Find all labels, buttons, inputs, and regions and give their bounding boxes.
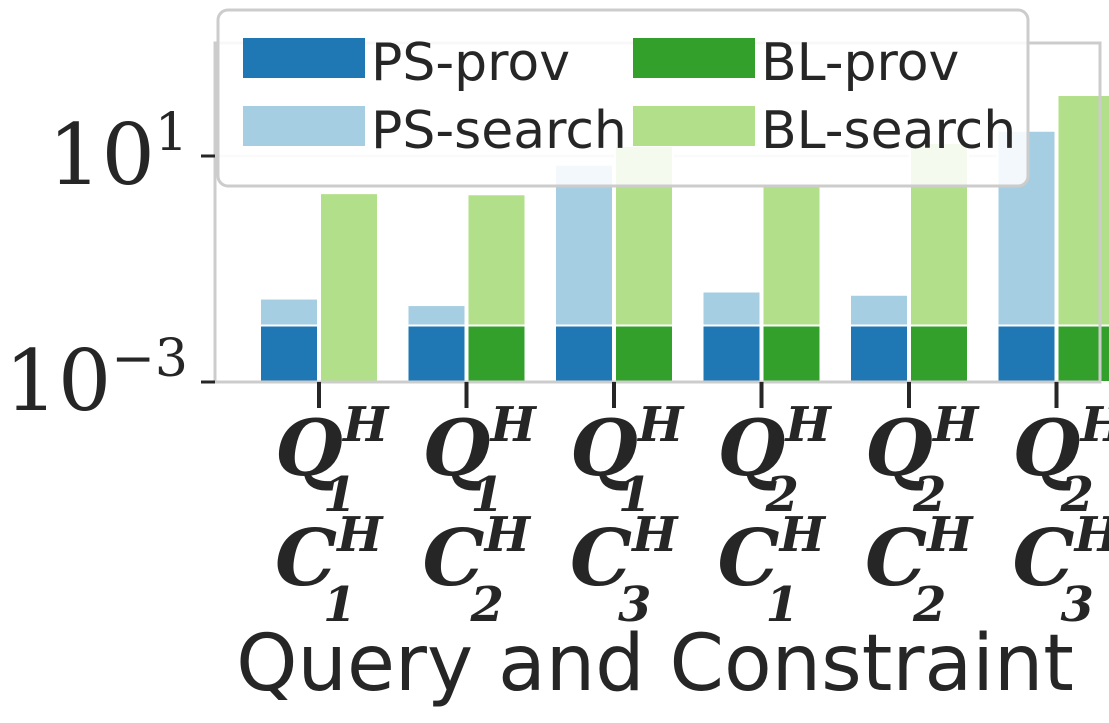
legend-label: BL-search <box>761 101 1016 161</box>
legend-box <box>216 8 1030 188</box>
legend-swatch <box>633 38 755 78</box>
bars <box>259 94 1109 384</box>
bar-ps-prov <box>996 324 1057 383</box>
legend-label: BL-prov <box>761 33 959 93</box>
bar-ps-prov <box>849 324 909 383</box>
bar-bl-prov <box>761 324 822 383</box>
legend-swatch <box>633 106 755 146</box>
legend-label: PS-prov <box>371 33 570 93</box>
y-tick-label: 101 <box>48 103 188 204</box>
legend-label: PS-search <box>371 101 627 161</box>
legend: PS-prov BL-prov PS-search BL-search <box>216 8 1030 188</box>
x-tick-labels: QH1CH1QH1CH2QH1CH3QH2CH1QH2CH2QH2CH3 <box>275 397 1109 633</box>
x-tick-label-constraint: CH 1 <box>275 507 384 633</box>
bar-bl-search <box>319 192 379 383</box>
x-tick-label-constraint: CH 2 <box>423 507 532 633</box>
bar-bl-prov <box>614 324 674 383</box>
y-tick-labels: 101 10−3 <box>4 103 188 430</box>
x-tick-label-query: QH 1 <box>423 397 538 523</box>
legend-swatch <box>243 38 365 78</box>
x-tick-label-query: QH 1 <box>275 397 390 523</box>
x-tick-label-query: QH2 <box>1013 397 1109 523</box>
bar-ps-prov <box>406 324 467 383</box>
bar-ps-prov <box>701 324 762 383</box>
x-tick-label-constraint: CH 2 <box>865 507 974 633</box>
x-tick-label-query: QH 1 <box>570 397 685 523</box>
y-tick-label: 10−3 <box>4 329 188 430</box>
bar-bl-prov <box>466 324 527 383</box>
bar-bl-prov <box>909 324 969 383</box>
x-tick-label-constraint: CH 1 <box>718 507 827 633</box>
legend-swatch <box>243 106 365 146</box>
bar-ps-prov <box>259 324 319 383</box>
x-tick-label-constraint: CH3 <box>1013 507 1109 633</box>
bar-ps-prov <box>554 324 614 383</box>
x-axis-title: Query and Constraint <box>236 619 1074 709</box>
